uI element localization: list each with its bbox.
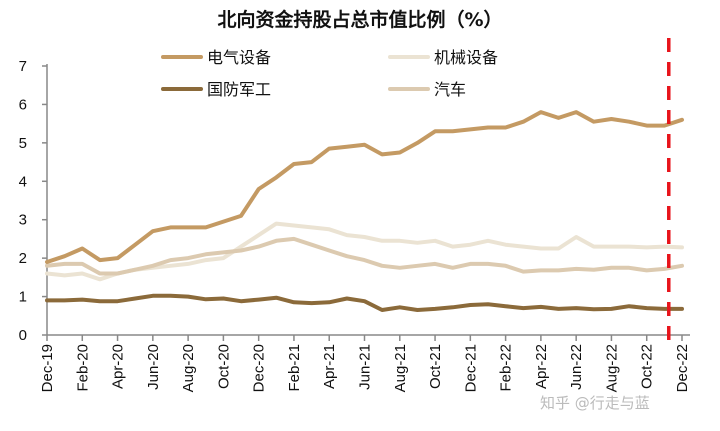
x-tick-label: Apr-20 [110, 344, 127, 389]
x-tick-label: Feb-20 [74, 344, 91, 392]
legend-item: 机械设备 [388, 48, 498, 67]
x-tick-label: Aug-21 [392, 344, 409, 392]
y-tick-label: 2 [19, 250, 27, 267]
x-tick-label: Dec-21 [462, 344, 479, 392]
x-tick-label: Dec-19 [39, 344, 56, 392]
x-tick-label: Oct-21 [427, 344, 444, 389]
legend-item: 汽车 [388, 80, 466, 99]
y-tick-label: 1 [19, 289, 27, 306]
chart-title: 北向资金持股占总市值比例（%） [217, 8, 502, 31]
series-line-3 [45, 236, 684, 276]
x-tick-label: Oct-22 [639, 344, 656, 389]
x-tick-label: Oct-20 [215, 344, 232, 389]
legend-label: 机械设备 [434, 48, 498, 67]
x-tick-label: Jun-20 [145, 344, 162, 390]
y-tick-label: 6 [19, 96, 27, 113]
legend-item: 电气设备 [161, 48, 271, 67]
y-tick-label: 4 [19, 173, 27, 190]
x-tick-label: Apr-21 [321, 344, 338, 389]
y-tick-label: 0 [19, 327, 27, 344]
x-tick-label: Jun-21 [357, 344, 374, 390]
legend-label: 汽车 [434, 80, 466, 99]
series-line-0 [45, 110, 684, 264]
x-tick-label: Feb-21 [286, 344, 303, 392]
watermark: 知乎 @行走与蓝 [540, 394, 650, 412]
x-tick-label: Dec-22 [674, 344, 691, 392]
legend-label: 电气设备 [207, 48, 271, 67]
x-tick-label: Aug-22 [603, 344, 620, 392]
series-line-2 [45, 293, 684, 312]
y-tick-label: 7 [19, 58, 27, 75]
x-tick-label: Apr-22 [533, 344, 550, 389]
legend-item: 国防军工 [161, 80, 271, 99]
x-tick-label: Dec-20 [251, 344, 268, 392]
y-tick-label: 5 [19, 135, 27, 152]
x-tick-label: Aug-20 [180, 344, 197, 392]
x-tick-label: Feb-22 [498, 344, 515, 392]
legend-label: 国防军工 [207, 80, 271, 99]
y-tick-label: 3 [19, 212, 27, 229]
x-tick-label: Jun-22 [568, 344, 585, 390]
